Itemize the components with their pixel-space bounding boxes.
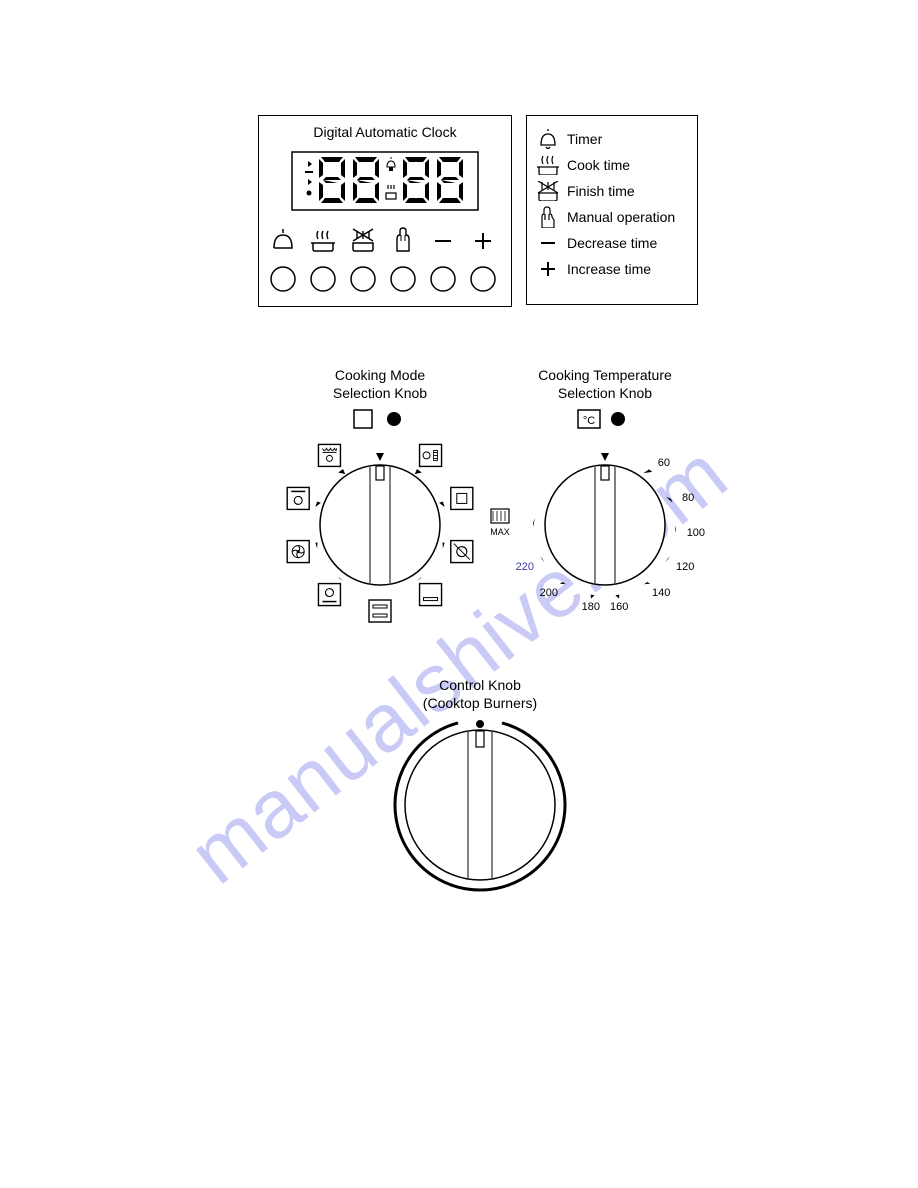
knobs-area: Cooking Mode Selection Knob Cooking Temp… <box>0 0 918 1188</box>
temp-tick-60: 60 <box>658 457 670 469</box>
page: manualshive.com Digital Automatic Clock <box>0 0 918 1188</box>
temp-tick-80: 80 <box>682 492 694 504</box>
burner-indicator-dot-icon <box>476 720 484 728</box>
mode-indicator-square-icon <box>354 410 372 428</box>
temp-unit-box-icon: °C <box>578 410 600 428</box>
mode-knob[interactable] <box>320 465 440 585</box>
temp-tick-100: 100 <box>687 527 705 539</box>
mode-knob-title1: Cooking Mode <box>335 367 425 383</box>
mode-icon-square <box>451 487 473 509</box>
temp-knob-title1: Cooking Temperature <box>538 367 672 383</box>
burner-knob[interactable] <box>405 730 555 880</box>
mode-icon-light-fan <box>420 444 442 466</box>
mode-icon-heat-bottom <box>420 584 442 606</box>
temp-indicator-dot-icon <box>611 412 625 426</box>
temp-knob-title2: Selection Knob <box>558 385 652 401</box>
temp-tick-160: 160 <box>610 601 628 613</box>
burner-knob-title1: Control Knob <box>439 677 521 693</box>
mode-icon-fan-heat <box>318 584 340 606</box>
temp-knob[interactable] <box>545 465 665 585</box>
temp-tick-140: 140 <box>652 587 670 599</box>
temp-max-label: MAX <box>490 527 510 537</box>
mode-icon-top-arrow <box>318 444 340 466</box>
mode-icon-fan-top <box>287 487 309 509</box>
mode-icon-fan <box>287 541 309 563</box>
burner-knob-title2: (Cooktop Burners) <box>423 695 537 711</box>
mode-icon-heat-bottom2 <box>369 600 391 622</box>
svg-text:°C: °C <box>583 415 595 427</box>
temp-tick-180: 180 <box>582 601 600 613</box>
mode-indicator-dot-icon <box>387 412 401 426</box>
temp-tick-200: 200 <box>540 587 558 599</box>
temp-tick-220: 220 <box>516 561 534 573</box>
temp-tick-120: 120 <box>676 561 694 573</box>
mode-knob-title2: Selection Knob <box>333 385 427 401</box>
temp-max-icon <box>491 509 509 523</box>
mode-icon-fan-grill <box>451 541 473 563</box>
